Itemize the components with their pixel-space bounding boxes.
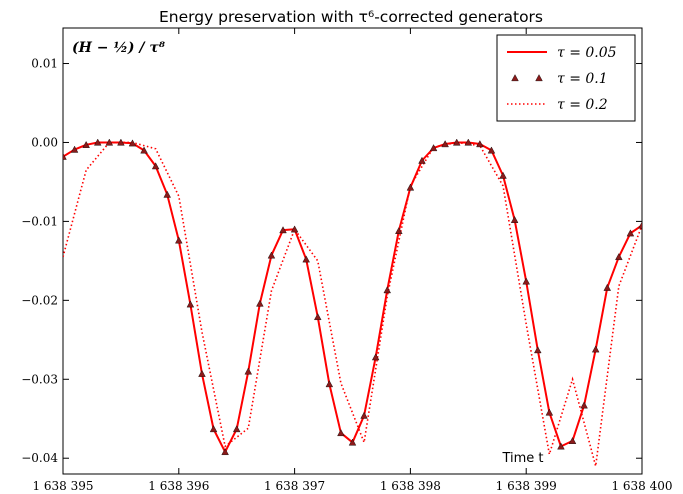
tau-0.1-marker — [163, 190, 171, 198]
tau-0.1-marker — [371, 353, 380, 361]
x-tick-label: 1 638 397 — [264, 479, 325, 493]
tau-0.1-marker — [429, 144, 438, 152]
tau-0.1-marker — [82, 141, 90, 148]
x-tick-label: 1 638 398 — [380, 479, 441, 493]
tau-0.1-marker — [626, 229, 635, 237]
tau-0.1-marker — [406, 183, 415, 191]
y-tick-label: −0.03 — [21, 372, 58, 386]
legend-label: τ = 0.1 — [557, 71, 608, 87]
tau-0.1-marker — [209, 425, 218, 433]
tau-0.1-marker — [337, 429, 345, 437]
tau-0.1-marker — [452, 138, 461, 146]
tau-0.1-marker — [186, 300, 195, 308]
tau-0.1-marker — [591, 345, 600, 353]
tau-0.1-marker — [151, 162, 160, 170]
tau-0.1-marker — [360, 411, 368, 419]
chart-title: Energy preservation with τ⁶-corrected ge… — [159, 8, 543, 26]
legend: τ = 0.05 τ = 0.1 τ = 0.2 — [496, 34, 636, 122]
tau-0.1-marker — [232, 425, 241, 433]
tau-0.1-marker — [464, 138, 473, 146]
x-tick-label: 1 638 400 — [611, 479, 672, 493]
tau-0.1-marker — [568, 437, 577, 444]
tau-0.05-line — [63, 141, 642, 453]
series-layer — [63, 138, 642, 467]
tau-0.1-marker — [534, 346, 542, 354]
tau-0.1-marker — [256, 299, 264, 307]
legend-box — [496, 34, 636, 122]
tau-0.1-marker — [117, 138, 125, 146]
y-tick-label: 0.00 — [31, 135, 58, 149]
tau-0.1-marker — [499, 171, 507, 179]
x-tick-label: 1 638 396 — [148, 479, 209, 493]
tau-0.1-marker — [580, 401, 588, 409]
tau-0.1-marker — [325, 380, 334, 388]
tau-0.1-marker — [140, 146, 148, 154]
y-tick-label: −0.01 — [21, 214, 58, 228]
y-tick-label: −0.02 — [21, 293, 58, 307]
tau-0.1-marker — [441, 140, 449, 148]
x-tick-label: 1 638 399 — [496, 479, 557, 493]
energy-annotation: (H − ½) / τ⁸ — [72, 40, 165, 56]
tau-0.1-marker — [279, 226, 287, 234]
legend-marker — [535, 74, 543, 82]
tau-0.1-marker — [244, 367, 253, 375]
y-tick-label: 0.01 — [31, 57, 58, 71]
tau-0.1-marker — [418, 156, 426, 164]
tau-0.1-marker — [383, 286, 391, 294]
tau-0.1-marker — [522, 277, 530, 285]
tau-0.1-marker — [221, 448, 229, 455]
tau-0.1-marker — [198, 369, 206, 377]
tau-0.1-marker — [128, 139, 137, 147]
tau-0.2-line — [63, 141, 642, 467]
tau-0.1-marker — [267, 251, 276, 259]
tau-0.1-marker — [94, 138, 102, 146]
legend-label: τ = 0.2 — [557, 97, 608, 113]
y-tick-label: −0.04 — [21, 451, 58, 465]
x-tick-label: 1 638 395 — [32, 479, 93, 493]
tau-0.1-marker — [395, 227, 403, 234]
tau-0.1-marker — [545, 408, 554, 416]
tau-0.1-marker — [175, 236, 183, 244]
tau-0.1-marker — [290, 225, 299, 233]
tau-0.1-marker — [557, 442, 565, 450]
tau-0.1-marker — [63, 152, 67, 160]
legend-marker — [511, 74, 519, 82]
tau-0.1-marker — [302, 255, 310, 263]
plot-frame — [62, 27, 643, 475]
tau-0.1-marker — [603, 283, 611, 291]
tau-0.1-marker — [487, 146, 496, 154]
tau-0.1-marker — [638, 221, 642, 229]
axis-ticks: 1 638 395 1 638 396 1 638 397 1 638 398 1 63… — [21, 28, 673, 493]
tau-0.1-marker — [105, 138, 114, 146]
legend-label: τ = 0.05 — [557, 45, 617, 61]
tau-0.1-marker — [70, 145, 79, 153]
tau-0.1-marker — [476, 140, 484, 148]
tau-0.1-marker — [314, 313, 322, 321]
tau-0.1-marker — [510, 215, 519, 223]
tau-0.1-marker — [615, 253, 623, 261]
tau-0.1-marker — [348, 438, 357, 446]
x-axis-label: Time t — [501, 451, 543, 466]
